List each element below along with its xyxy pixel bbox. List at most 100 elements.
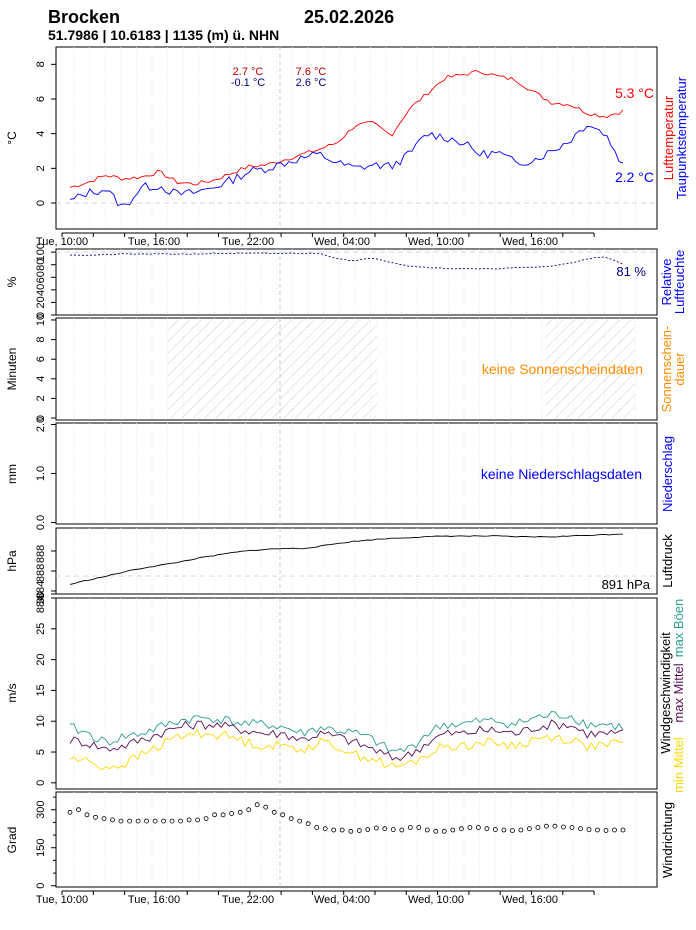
y-tick-label-direction-1: 150 bbox=[35, 839, 47, 857]
y-tick-label-sunshine-1: 2 bbox=[35, 395, 47, 401]
right-label-direction: Windrichtung bbox=[660, 802, 675, 878]
direction-point bbox=[595, 827, 600, 833]
direction-point bbox=[220, 812, 226, 818]
direction-point bbox=[229, 811, 235, 816]
direction-point bbox=[127, 818, 133, 824]
direction-point bbox=[535, 825, 541, 830]
direction-point bbox=[305, 821, 311, 827]
y-axis-label-direction: Grad bbox=[5, 827, 19, 854]
right-label-humidity-1: Relative bbox=[659, 259, 674, 306]
direction-point bbox=[84, 812, 90, 818]
direction-point bbox=[603, 828, 609, 833]
y-tick-label-humidity-0: 0 bbox=[35, 312, 47, 318]
direction-point bbox=[416, 825, 422, 830]
direction-point bbox=[373, 825, 379, 831]
x-tick-label-top-4: Wed, 10:00 bbox=[408, 236, 464, 248]
direction-point bbox=[492, 827, 498, 832]
y-tick-label-wind-4: 20 bbox=[35, 653, 47, 665]
humidity-line bbox=[69, 252, 624, 270]
annot-max-temp-1: 2.7 °C bbox=[233, 66, 264, 78]
direction-point bbox=[552, 823, 558, 829]
panel-frame-wind bbox=[55, 597, 658, 790]
direction-point bbox=[144, 818, 150, 824]
panel-frame-humidity bbox=[55, 248, 658, 316]
right-label-pressure: Luftdruck bbox=[660, 534, 675, 588]
direction-point bbox=[110, 817, 115, 823]
panel-frame-temperature bbox=[55, 46, 658, 230]
y-tick-label-pressure-2: 888 bbox=[35, 545, 47, 563]
y-tick-label-direction-2: 300 bbox=[35, 801, 47, 819]
y-tick-label-wind-3: 15 bbox=[35, 684, 47, 696]
y-tick-label-pressure-0: 884 bbox=[35, 581, 47, 599]
direction-point bbox=[620, 827, 626, 833]
right-label-gusts: max Böen bbox=[671, 599, 686, 658]
y-axis-label-humidity: % bbox=[5, 276, 19, 287]
y-tick-label-humidity-4: 80 bbox=[35, 259, 47, 271]
station-coords: 51.7986 | 10.6183 | 1135 (m) ü. NHN bbox=[48, 27, 280, 43]
right-label-dewpoint: Taupunktstemperatur bbox=[674, 76, 689, 199]
direction-point bbox=[152, 818, 158, 824]
y-tick-label-temperature-4: 8 bbox=[35, 61, 47, 67]
direction-point bbox=[288, 816, 294, 821]
y-tick-label-wind-0: 0 bbox=[35, 780, 47, 786]
direction-point bbox=[161, 818, 167, 824]
direction-point bbox=[450, 827, 456, 833]
direction-point bbox=[569, 825, 575, 830]
direction-point bbox=[433, 828, 439, 834]
right-label-temperature: Lufttemperatur bbox=[661, 95, 676, 180]
direction-point bbox=[586, 827, 592, 832]
direction-point bbox=[527, 826, 532, 832]
y-tick-label-temperature-3: 6 bbox=[35, 96, 47, 102]
direction-point bbox=[331, 827, 337, 833]
x-tick-label-bottom-4: Wed, 10:00 bbox=[408, 894, 464, 906]
direction-point bbox=[212, 812, 218, 818]
dewpoint-line bbox=[69, 125, 624, 207]
current-temperature: 5.3 °C bbox=[615, 85, 654, 101]
direction-point bbox=[339, 827, 345, 833]
y-tick-label-precipitation-2: 2.0 bbox=[35, 417, 47, 432]
y-tick-label-temperature-0: 0 bbox=[35, 200, 47, 206]
direction-point bbox=[237, 809, 243, 815]
direction-point bbox=[178, 818, 184, 824]
direction-point bbox=[135, 818, 141, 824]
right-label-min-mean: min Mittel bbox=[671, 737, 686, 793]
x-tick-label-bottom-0: Tue, 10:00 bbox=[36, 894, 88, 906]
direction-point bbox=[510, 828, 515, 833]
y-tick-label-wind-2: 10 bbox=[35, 715, 47, 727]
direction-point bbox=[169, 818, 175, 824]
current-pressure: 891 hPa bbox=[602, 577, 651, 592]
direction-point bbox=[399, 827, 405, 833]
y-tick-label-direction-0: 0 bbox=[35, 883, 47, 889]
y-axis-label-wind: m/s bbox=[5, 683, 19, 702]
min-mean-line bbox=[69, 729, 624, 771]
no-sunshine-note: keine Sonnenscheindaten bbox=[482, 361, 643, 377]
y-tick-label-pressure-3: 884 bbox=[35, 595, 47, 613]
temperature-line bbox=[69, 69, 624, 188]
direction-point bbox=[186, 817, 192, 823]
x-tick-label-top-2: Tue, 22:00 bbox=[222, 236, 274, 248]
current-dewpoint: 2.2 °C bbox=[615, 169, 654, 185]
x-tick-label-bottom-3: Wed, 04:00 bbox=[314, 894, 370, 906]
y-axis-label-pressure: hPa bbox=[5, 550, 19, 572]
direction-point bbox=[203, 816, 209, 821]
station-title: Brocken bbox=[48, 7, 121, 27]
direction-point bbox=[365, 827, 371, 832]
right-label-precipitation: Niederschlag bbox=[660, 436, 675, 512]
y-tick-label-humidity-2: 40 bbox=[35, 284, 47, 296]
right-label-humidity-2: Luftfeuchte bbox=[672, 250, 687, 314]
gust-line bbox=[70, 711, 624, 753]
right-label-sunshine-2: dauer bbox=[672, 352, 687, 386]
direction-point bbox=[484, 826, 490, 832]
direction-point bbox=[246, 807, 252, 813]
direction-point bbox=[458, 826, 464, 832]
direction-point bbox=[297, 818, 303, 824]
direction-point bbox=[390, 827, 396, 832]
x-tick-label-bottom-1: Tue, 16:00 bbox=[128, 894, 180, 906]
direction-point bbox=[612, 827, 617, 833]
direction-point bbox=[382, 826, 388, 832]
y-tick-label-humidity-3: 60 bbox=[35, 271, 47, 283]
x-tick-label-top-1: Tue, 16:00 bbox=[128, 236, 180, 248]
direction-point bbox=[76, 807, 81, 813]
direction-point bbox=[475, 825, 481, 830]
